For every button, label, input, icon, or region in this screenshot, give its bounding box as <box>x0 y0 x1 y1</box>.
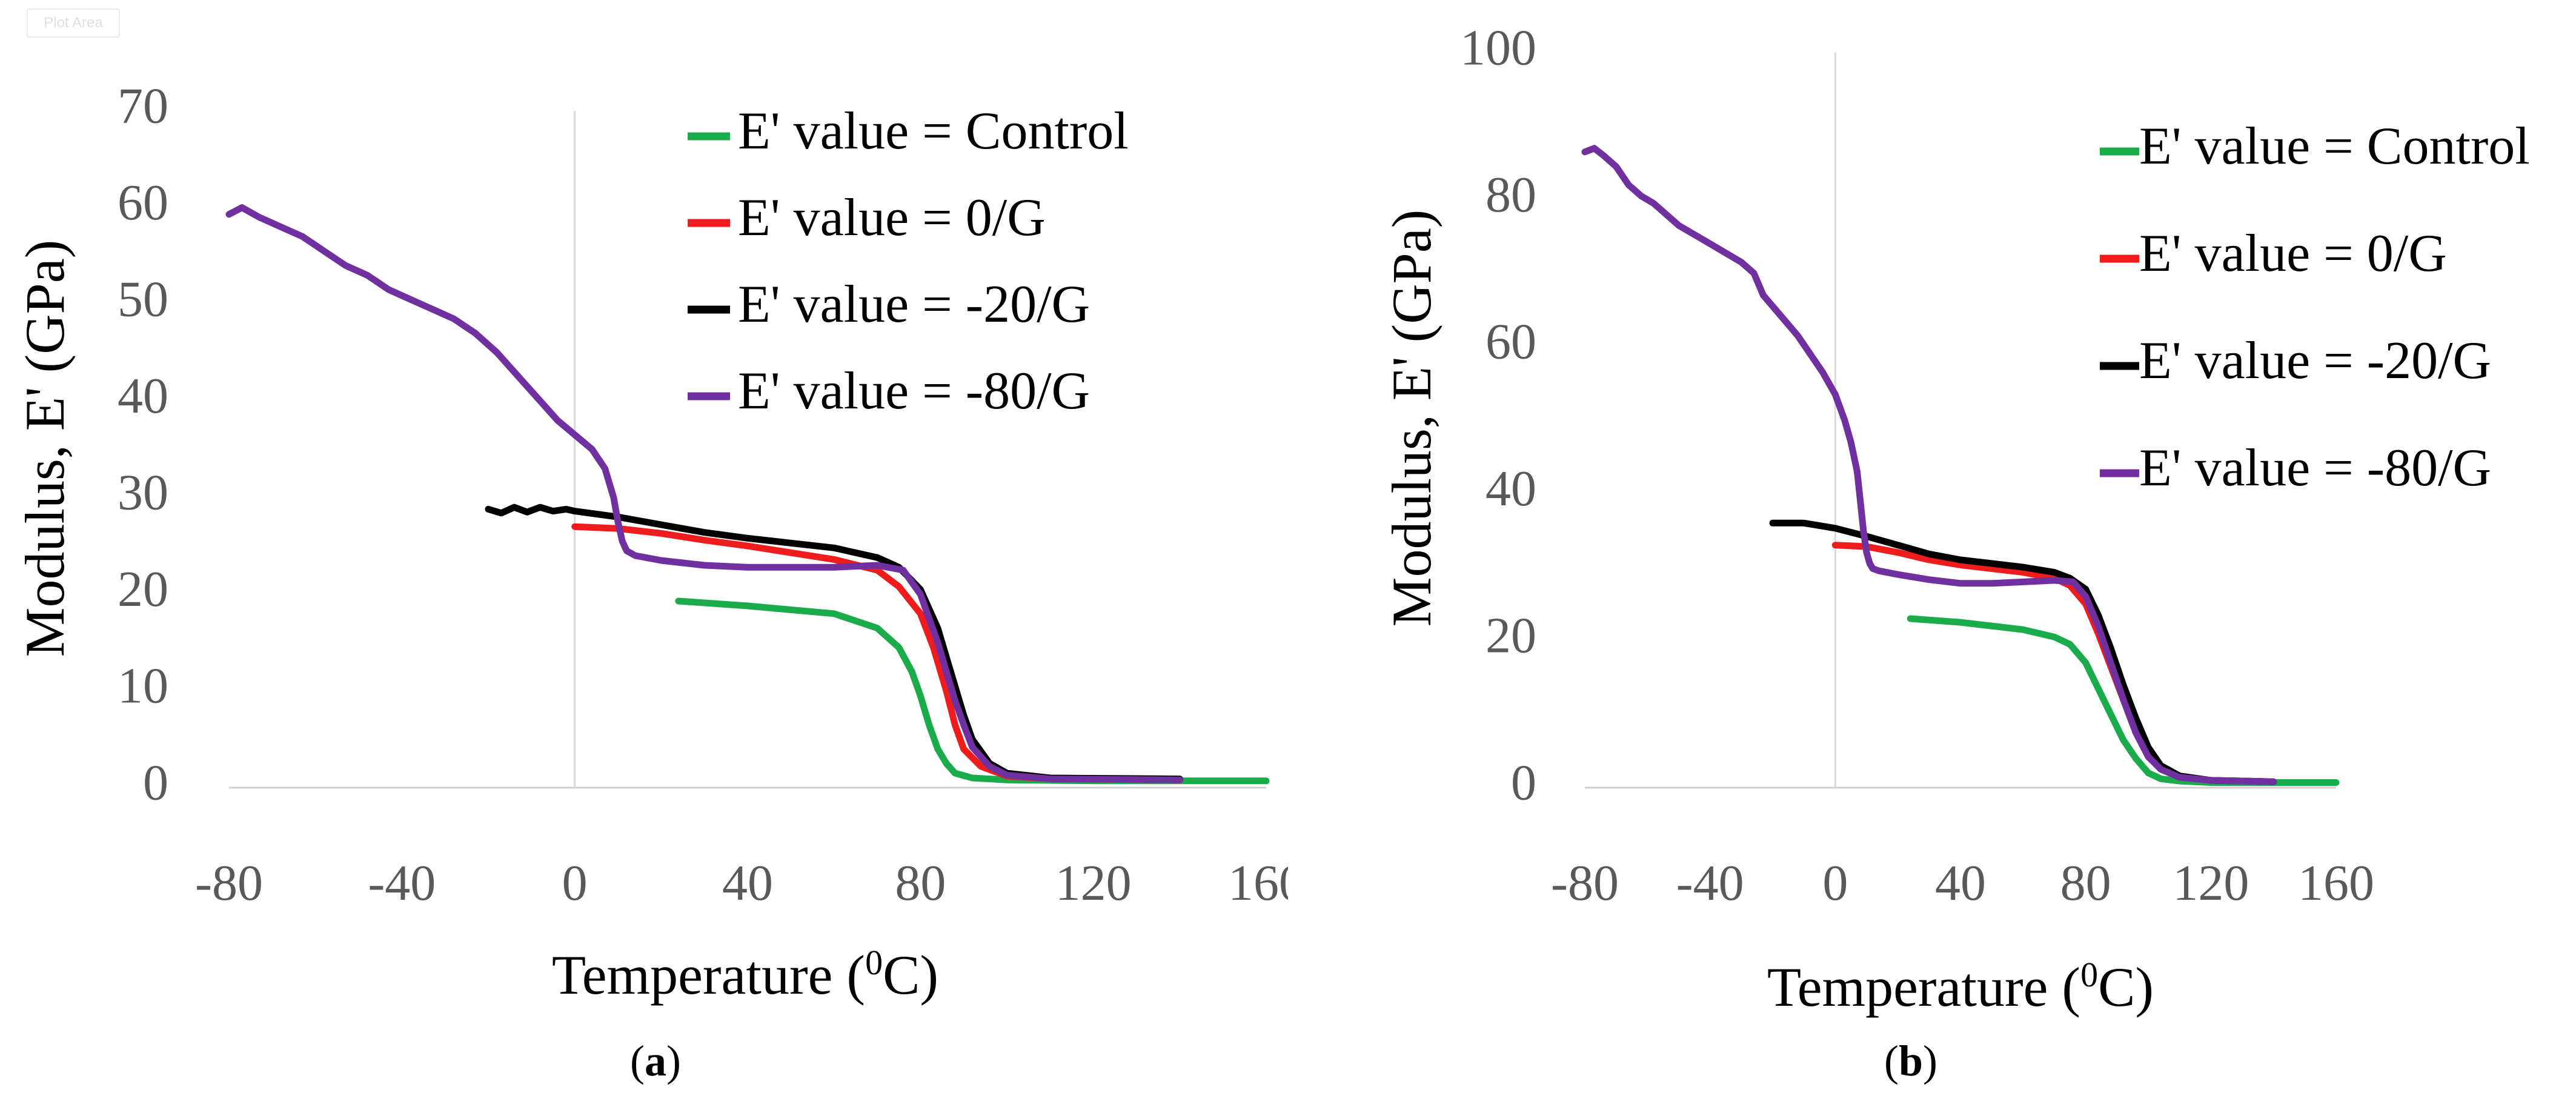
x-axis-title-superscript: 0 <box>865 943 883 982</box>
y-axis-title: Modulus, E' (GPa) <box>14 240 76 657</box>
x-tick-label: 160 <box>1228 855 1288 911</box>
series-line-neg20G <box>485 503 1183 783</box>
x-tick-label: -40 <box>1676 855 1744 911</box>
plot-area-badge: Plot Area <box>27 8 120 38</box>
x-tick-label: 0 <box>562 855 588 911</box>
y-tick-label: 0 <box>1511 754 1536 811</box>
legend-label: E' value = 0/G <box>738 188 1046 247</box>
x-tick-label: 80 <box>895 855 946 911</box>
panel-label-b: (b) <box>1884 1037 1938 1085</box>
y-tick-label: 20 <box>1486 608 1536 664</box>
y-tick-label: 0 <box>143 754 168 811</box>
y-tick-label: 70 <box>118 78 168 134</box>
x-axis-title-superscript: 0 <box>2080 955 2098 994</box>
legend-label: E' value = -20/G <box>2139 331 2491 390</box>
x-axis-title-unit: C) <box>883 944 938 1006</box>
x-tick-label: 120 <box>1055 855 1132 911</box>
x-tick-label: 40 <box>722 855 773 911</box>
chart-a: 0 10 20 30 40 50 60 70 -80 -40 0 40 80 120 160 Temperat… <box>14 78 1288 1006</box>
series-line-0G <box>571 523 1183 783</box>
series-line-neg80G <box>1581 145 2277 785</box>
x-axis-title: Temperature (0C) <box>552 943 938 1006</box>
legend-label: E' value = -80/G <box>2139 439 2491 497</box>
x-tick-label: 0 <box>1822 855 1848 911</box>
x-axis-title-text: Temperature ( <box>1767 956 2080 1018</box>
chart-b: 0 20 40 60 80 100 -80 -40 0 40 80 120 160 Temperature… <box>1381 19 2530 1018</box>
legend-label: E' value = Control <box>2139 117 2530 176</box>
x-tick-label: -80 <box>1551 855 1619 911</box>
legend-label: E' value = 0/G <box>2139 224 2447 283</box>
x-tick-label: 80 <box>2060 855 2111 911</box>
panel-label-a: (a) <box>630 1037 681 1085</box>
y-tick-label: 80 <box>1486 167 1536 223</box>
legend-label: E' value = -80/G <box>738 362 1090 420</box>
y-tick-label: 60 <box>1486 313 1536 370</box>
y-tick-label: 60 <box>118 174 168 231</box>
x-tick-label: -40 <box>368 855 436 911</box>
legend-label: E' value = Control <box>738 102 1129 161</box>
x-axis-title-text: Temperature ( <box>552 944 865 1006</box>
y-axis-title: Modulus, E' (GPa) <box>1381 210 1442 627</box>
series-line-Control <box>675 597 1270 785</box>
series-line-neg20G <box>1769 519 2277 785</box>
y-tick-label: 20 <box>118 561 168 617</box>
x-tick-label: 160 <box>2298 855 2374 911</box>
series-line-neg80G <box>225 204 1183 783</box>
x-tick-label: 40 <box>1935 855 1986 911</box>
y-tick-label: 40 <box>118 368 168 424</box>
y-tick-label: 50 <box>118 271 168 327</box>
series-line-Control <box>1907 615 2340 786</box>
x-axis-title: Temperature (0C) <box>1767 955 2154 1018</box>
x-axis-title-unit: C) <box>2098 956 2154 1018</box>
y-tick-label: 100 <box>1460 19 1536 76</box>
y-tick-label: 40 <box>1486 460 1536 517</box>
y-tick-label: 10 <box>118 658 168 714</box>
x-tick-label: -80 <box>195 855 263 911</box>
y-tick-label: 30 <box>118 465 168 521</box>
legend-label: E' value = -20/G <box>738 275 1090 334</box>
x-tick-label: 120 <box>2173 855 2249 911</box>
